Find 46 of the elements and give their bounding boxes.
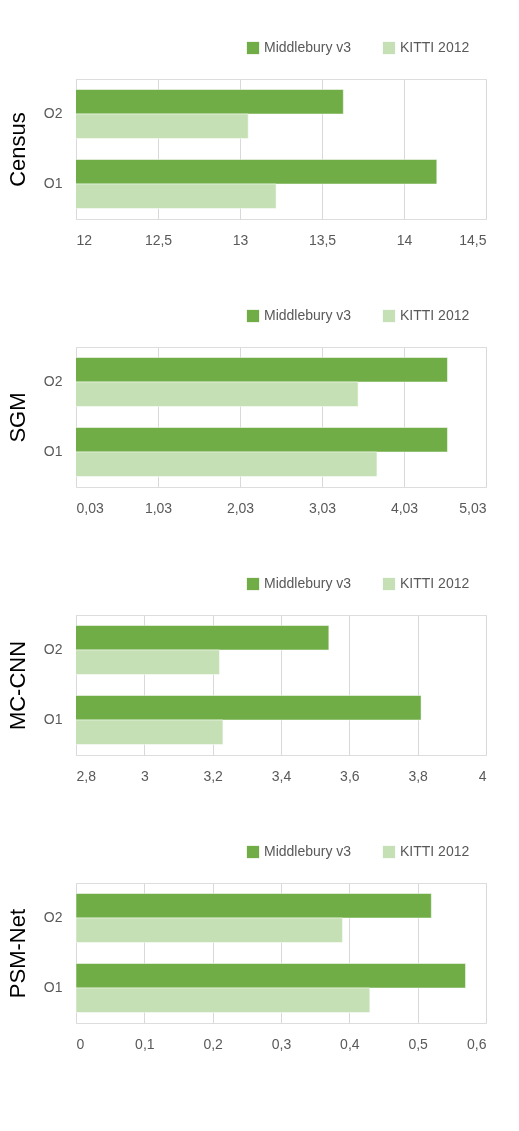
- y-tick-label: O1: [43, 711, 63, 727]
- x-tick-label: 0,4: [340, 1035, 360, 1052]
- y-tick-label: O2: [43, 373, 63, 389]
- x-tick-label: 5,03: [459, 499, 487, 516]
- legend-label: Middlebury v3: [264, 843, 352, 859]
- x-tick-label: 3,2: [203, 767, 224, 784]
- x-tick-label: 0,3: [271, 1035, 292, 1052]
- y-axis-title: SGM: [4, 392, 30, 443]
- x-tick-label: 14: [396, 231, 413, 248]
- y-axis-title: MC-CNN: [4, 640, 30, 731]
- x-tick-label: 2,8: [76, 767, 97, 784]
- x-tick-label: 13: [232, 231, 249, 248]
- legend-label: KITTI 2012: [400, 307, 470, 323]
- legend-label: KITTI 2012: [400, 575, 470, 591]
- legend-label: Middlebury v3: [264, 575, 352, 591]
- x-tick-label: 3,03: [308, 499, 337, 516]
- legend-label: KITTI 2012: [400, 843, 470, 859]
- x-tick-label: 0,03: [76, 499, 104, 516]
- y-tick-label: O2: [43, 105, 63, 121]
- y-tick-label: O1: [43, 175, 63, 191]
- x-tick-label: 13,5: [308, 231, 337, 248]
- y-axis-title: PSM-Net: [4, 908, 30, 999]
- x-tick-label: 4: [478, 767, 487, 784]
- x-tick-label: 0,6: [467, 1035, 487, 1052]
- y-tick-label: O2: [43, 909, 63, 925]
- x-tick-label: 2,03: [226, 499, 255, 516]
- x-tick-label: 0: [76, 1035, 85, 1052]
- x-tick-label: 3,4: [271, 767, 292, 784]
- x-tick-label: 3,6: [340, 767, 360, 784]
- legend-label: KITTI 2012: [400, 39, 470, 55]
- x-tick-label: 3,8: [408, 767, 429, 784]
- y-tick-label: O1: [43, 443, 63, 459]
- x-tick-label: 12,5: [144, 231, 173, 248]
- x-tick-label: 1,03: [144, 499, 173, 516]
- legend-label: Middlebury v3: [264, 307, 352, 323]
- x-tick-label: 3: [140, 767, 149, 784]
- y-tick-label: O2: [43, 641, 63, 657]
- x-tick-label: 0,5: [408, 1035, 429, 1052]
- x-tick-label: 4,03: [390, 499, 419, 516]
- x-tick-label: 0,1: [135, 1035, 155, 1052]
- x-tick-label: 14,5: [459, 231, 487, 248]
- legend-label: Middlebury v3: [264, 39, 352, 55]
- y-tick-label: O1: [43, 979, 63, 995]
- x-tick-label: 0,2: [203, 1035, 224, 1052]
- x-tick-label: 12: [76, 231, 93, 248]
- y-axis-title: Census: [4, 112, 30, 187]
